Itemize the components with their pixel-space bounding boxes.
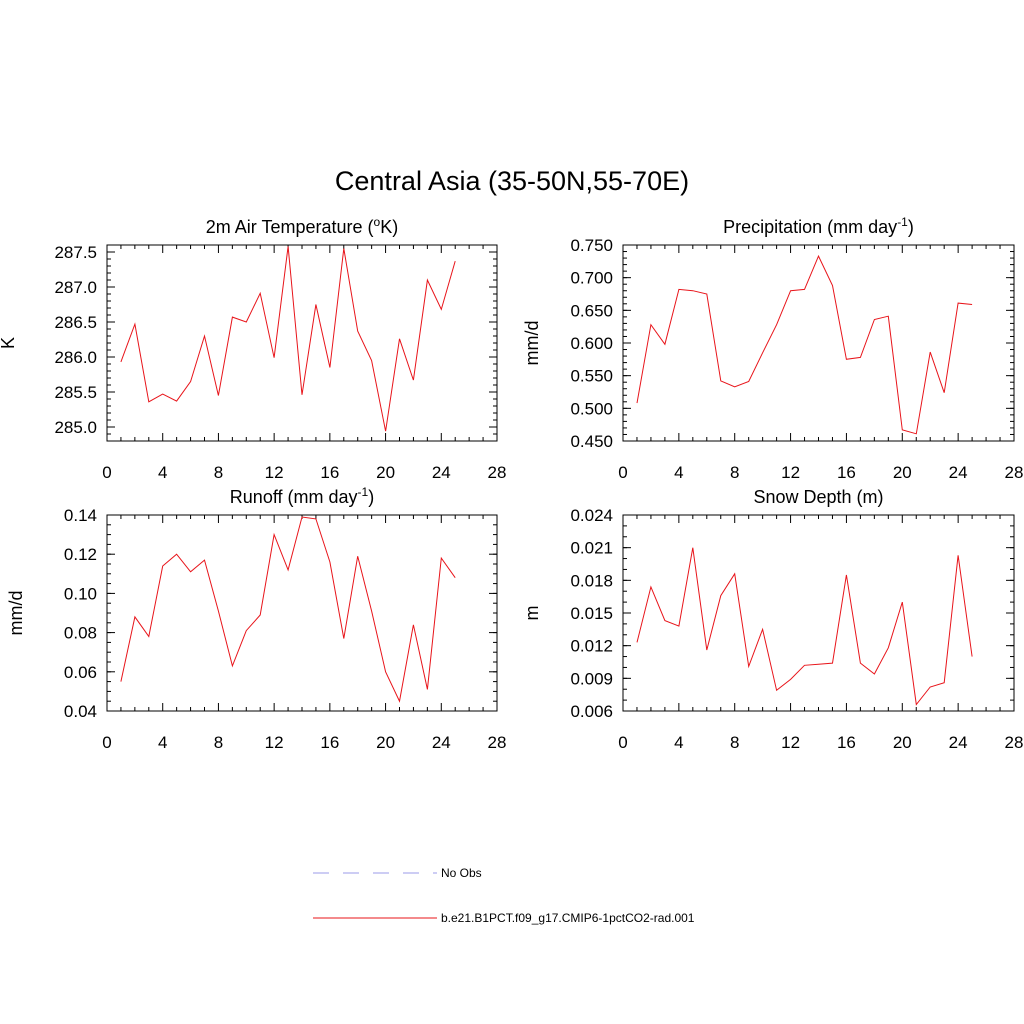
series-line-runoff [120, 516, 456, 703]
y-tick-label: 0.06 [64, 663, 97, 682]
plot-frame [106, 244, 498, 442]
x-tick-label: 28 [1005, 463, 1024, 482]
x-tick-label: 8 [214, 463, 223, 482]
y-tick-label: 0.450 [570, 432, 613, 451]
y-tick-label: 0.015 [570, 604, 613, 623]
y-tick-label: 285.0 [54, 418, 97, 437]
panel-air-temperature: 0 4 8 12 16 20 24 28 285.0 285.5 286.0 286.5 287.0 28… [0, 215, 506, 482]
y-tick-label: 0.04 [64, 702, 97, 721]
y-tick-label: 287.5 [54, 243, 97, 262]
x-tick-label: 16 [837, 733, 856, 752]
y-axis-label: mm/d [6, 591, 26, 636]
plot-frame [622, 244, 1015, 442]
y-tick-label: 0.021 [570, 539, 613, 558]
x-tick-label: 20 [376, 733, 395, 752]
x-tick-label: 24 [949, 733, 968, 752]
panels: 0 4 8 12 16 20 24 28 285.0 285.5 286.0 286.5 287.0 28… [0, 215, 1023, 752]
series-line-precipitation [636, 254, 973, 435]
x-tick-label: 28 [1005, 733, 1024, 752]
y-tick-label: 0.650 [570, 301, 613, 320]
x-tick-label: 12 [781, 463, 800, 482]
x-tick-label: 24 [432, 733, 451, 752]
panel-precipitation: 0 4 8 12 16 20 24 28 0.450 0.500 0.550 0.600 0.650 0.… [522, 215, 1023, 482]
x-tick-label: 16 [320, 463, 339, 482]
x-tick-label: 8 [730, 733, 739, 752]
x-tick-label: 16 [320, 733, 339, 752]
x-tick-label: 20 [893, 463, 912, 482]
x-tick-label: 24 [949, 463, 968, 482]
y-tick-label: 0.08 [64, 624, 97, 643]
panel-title: Precipitation (mm day-1) [723, 215, 914, 237]
y-tick-label: 0.009 [570, 669, 613, 688]
x-tick-label: 16 [837, 463, 856, 482]
y-tick-label: 0.700 [570, 269, 613, 288]
x-tick-label: 20 [893, 733, 912, 752]
y-tick-label: 0.006 [570, 702, 613, 721]
y-tick-label: 0.10 [64, 584, 97, 603]
panel-title: Runoff (mm day-1) [230, 485, 374, 507]
y-tick-label: 0.012 [570, 637, 613, 656]
y-tick-label: 286.5 [54, 313, 97, 332]
x-tick-label: 8 [214, 733, 223, 752]
y-tick-label: 0.14 [64, 506, 97, 525]
series-line-air-temperature [120, 246, 456, 432]
x-tick-label: 0 [618, 463, 627, 482]
y-axis-label: m [522, 606, 542, 621]
y-axis-label: K [0, 337, 18, 349]
x-tick-label: 0 [102, 733, 111, 752]
x-tick-label: 12 [265, 463, 284, 482]
x-tick-label: 0 [618, 733, 627, 752]
figure-title: Central Asia (35-50N,55-70E) [335, 166, 689, 196]
y-tick-label: 0.018 [570, 571, 613, 590]
x-tick-label: 8 [730, 463, 739, 482]
panel-title: 2m Air Temperature (oK) [206, 215, 398, 237]
x-tick-label: 24 [432, 463, 451, 482]
panel-title: Snow Depth (m) [753, 487, 883, 507]
legend: No Obs b.e21.B1PCT.f09_g17.CMIP6-1pctCO2… [313, 866, 695, 925]
y-tick-label: 286.0 [54, 348, 97, 367]
x-tick-label: 4 [158, 463, 167, 482]
y-tick-label: 0.600 [570, 334, 613, 353]
panel-runoff: 0 4 8 12 16 20 24 28 0.04 0.06 0.08 0.10 0.12 0.14 mm/… [6, 485, 506, 752]
y-axis-label: mm/d [522, 321, 542, 366]
x-tick-label: 20 [376, 463, 395, 482]
y-tick-label: 0.550 [570, 367, 613, 386]
plot-frame [106, 514, 498, 712]
x-tick-label: 4 [674, 733, 683, 752]
y-tick-label: 0.750 [570, 236, 613, 255]
panel-snow-depth: 0 4 8 12 16 20 24 28 0.006 0.009 0.012 0.015 0.018 0.… [522, 487, 1023, 752]
x-tick-label: 28 [488, 463, 507, 482]
x-tick-label: 0 [102, 463, 111, 482]
y-tick-label: 0.024 [570, 506, 613, 525]
x-tick-label: 12 [265, 733, 284, 752]
x-tick-label: 28 [488, 733, 507, 752]
y-tick-label: 287.0 [54, 278, 97, 297]
x-tick-label: 4 [674, 463, 683, 482]
series-line-snow-depth [636, 547, 973, 706]
y-tick-label: 0.12 [64, 545, 97, 564]
legend-label-model: b.e21.B1PCT.f09_g17.CMIP6-1pctCO2-rad.00… [441, 911, 695, 925]
x-tick-label: 4 [158, 733, 167, 752]
y-tick-label: 285.5 [54, 383, 97, 402]
legend-label-no-obs: No Obs [441, 866, 482, 880]
y-tick-label: 0.500 [570, 399, 613, 418]
x-tick-label: 12 [781, 733, 800, 752]
